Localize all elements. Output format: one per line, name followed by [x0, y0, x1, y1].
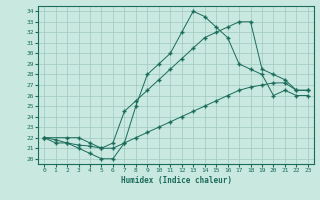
X-axis label: Humidex (Indice chaleur): Humidex (Indice chaleur) [121, 176, 231, 185]
